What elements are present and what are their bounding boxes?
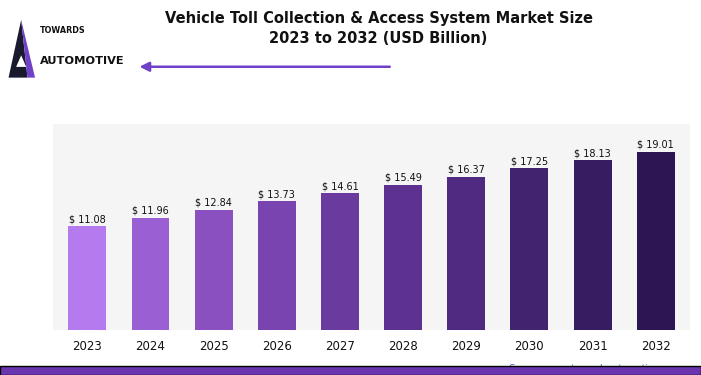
Text: $ 12.84: $ 12.84: [195, 198, 232, 208]
Text: $ 18.13: $ 18.13: [574, 148, 611, 158]
Polygon shape: [8, 20, 27, 78]
Text: $ 13.73: $ 13.73: [259, 189, 295, 200]
Text: $ 16.37: $ 16.37: [448, 165, 484, 175]
Bar: [510, 168, 548, 330]
Bar: [637, 152, 674, 330]
Bar: [69, 226, 107, 330]
Polygon shape: [16, 56, 26, 67]
Bar: [132, 218, 170, 330]
Bar: [447, 177, 485, 330]
Text: $ 15.49: $ 15.49: [385, 173, 421, 183]
Text: $ 14.61: $ 14.61: [322, 181, 358, 191]
Text: TOWARDS: TOWARDS: [40, 26, 86, 35]
Bar: [195, 210, 233, 330]
Text: Source: www.towardsautomotive.com: Source: www.towardsautomotive.com: [509, 364, 680, 373]
Text: $ 19.01: $ 19.01: [637, 140, 674, 150]
Bar: [258, 201, 296, 330]
Bar: [384, 185, 422, 330]
Text: Vehicle Toll Collection & Access System Market Size
2023 to 2032 (USD Billion): Vehicle Toll Collection & Access System …: [165, 11, 592, 46]
Text: $ 11.08: $ 11.08: [69, 214, 106, 224]
Bar: [573, 160, 611, 330]
Polygon shape: [21, 20, 35, 78]
Text: AUTOMOTIVE: AUTOMOTIVE: [40, 56, 125, 66]
Bar: [321, 193, 359, 330]
Text: $ 11.96: $ 11.96: [132, 206, 169, 216]
Text: $ 17.25: $ 17.25: [511, 156, 548, 166]
